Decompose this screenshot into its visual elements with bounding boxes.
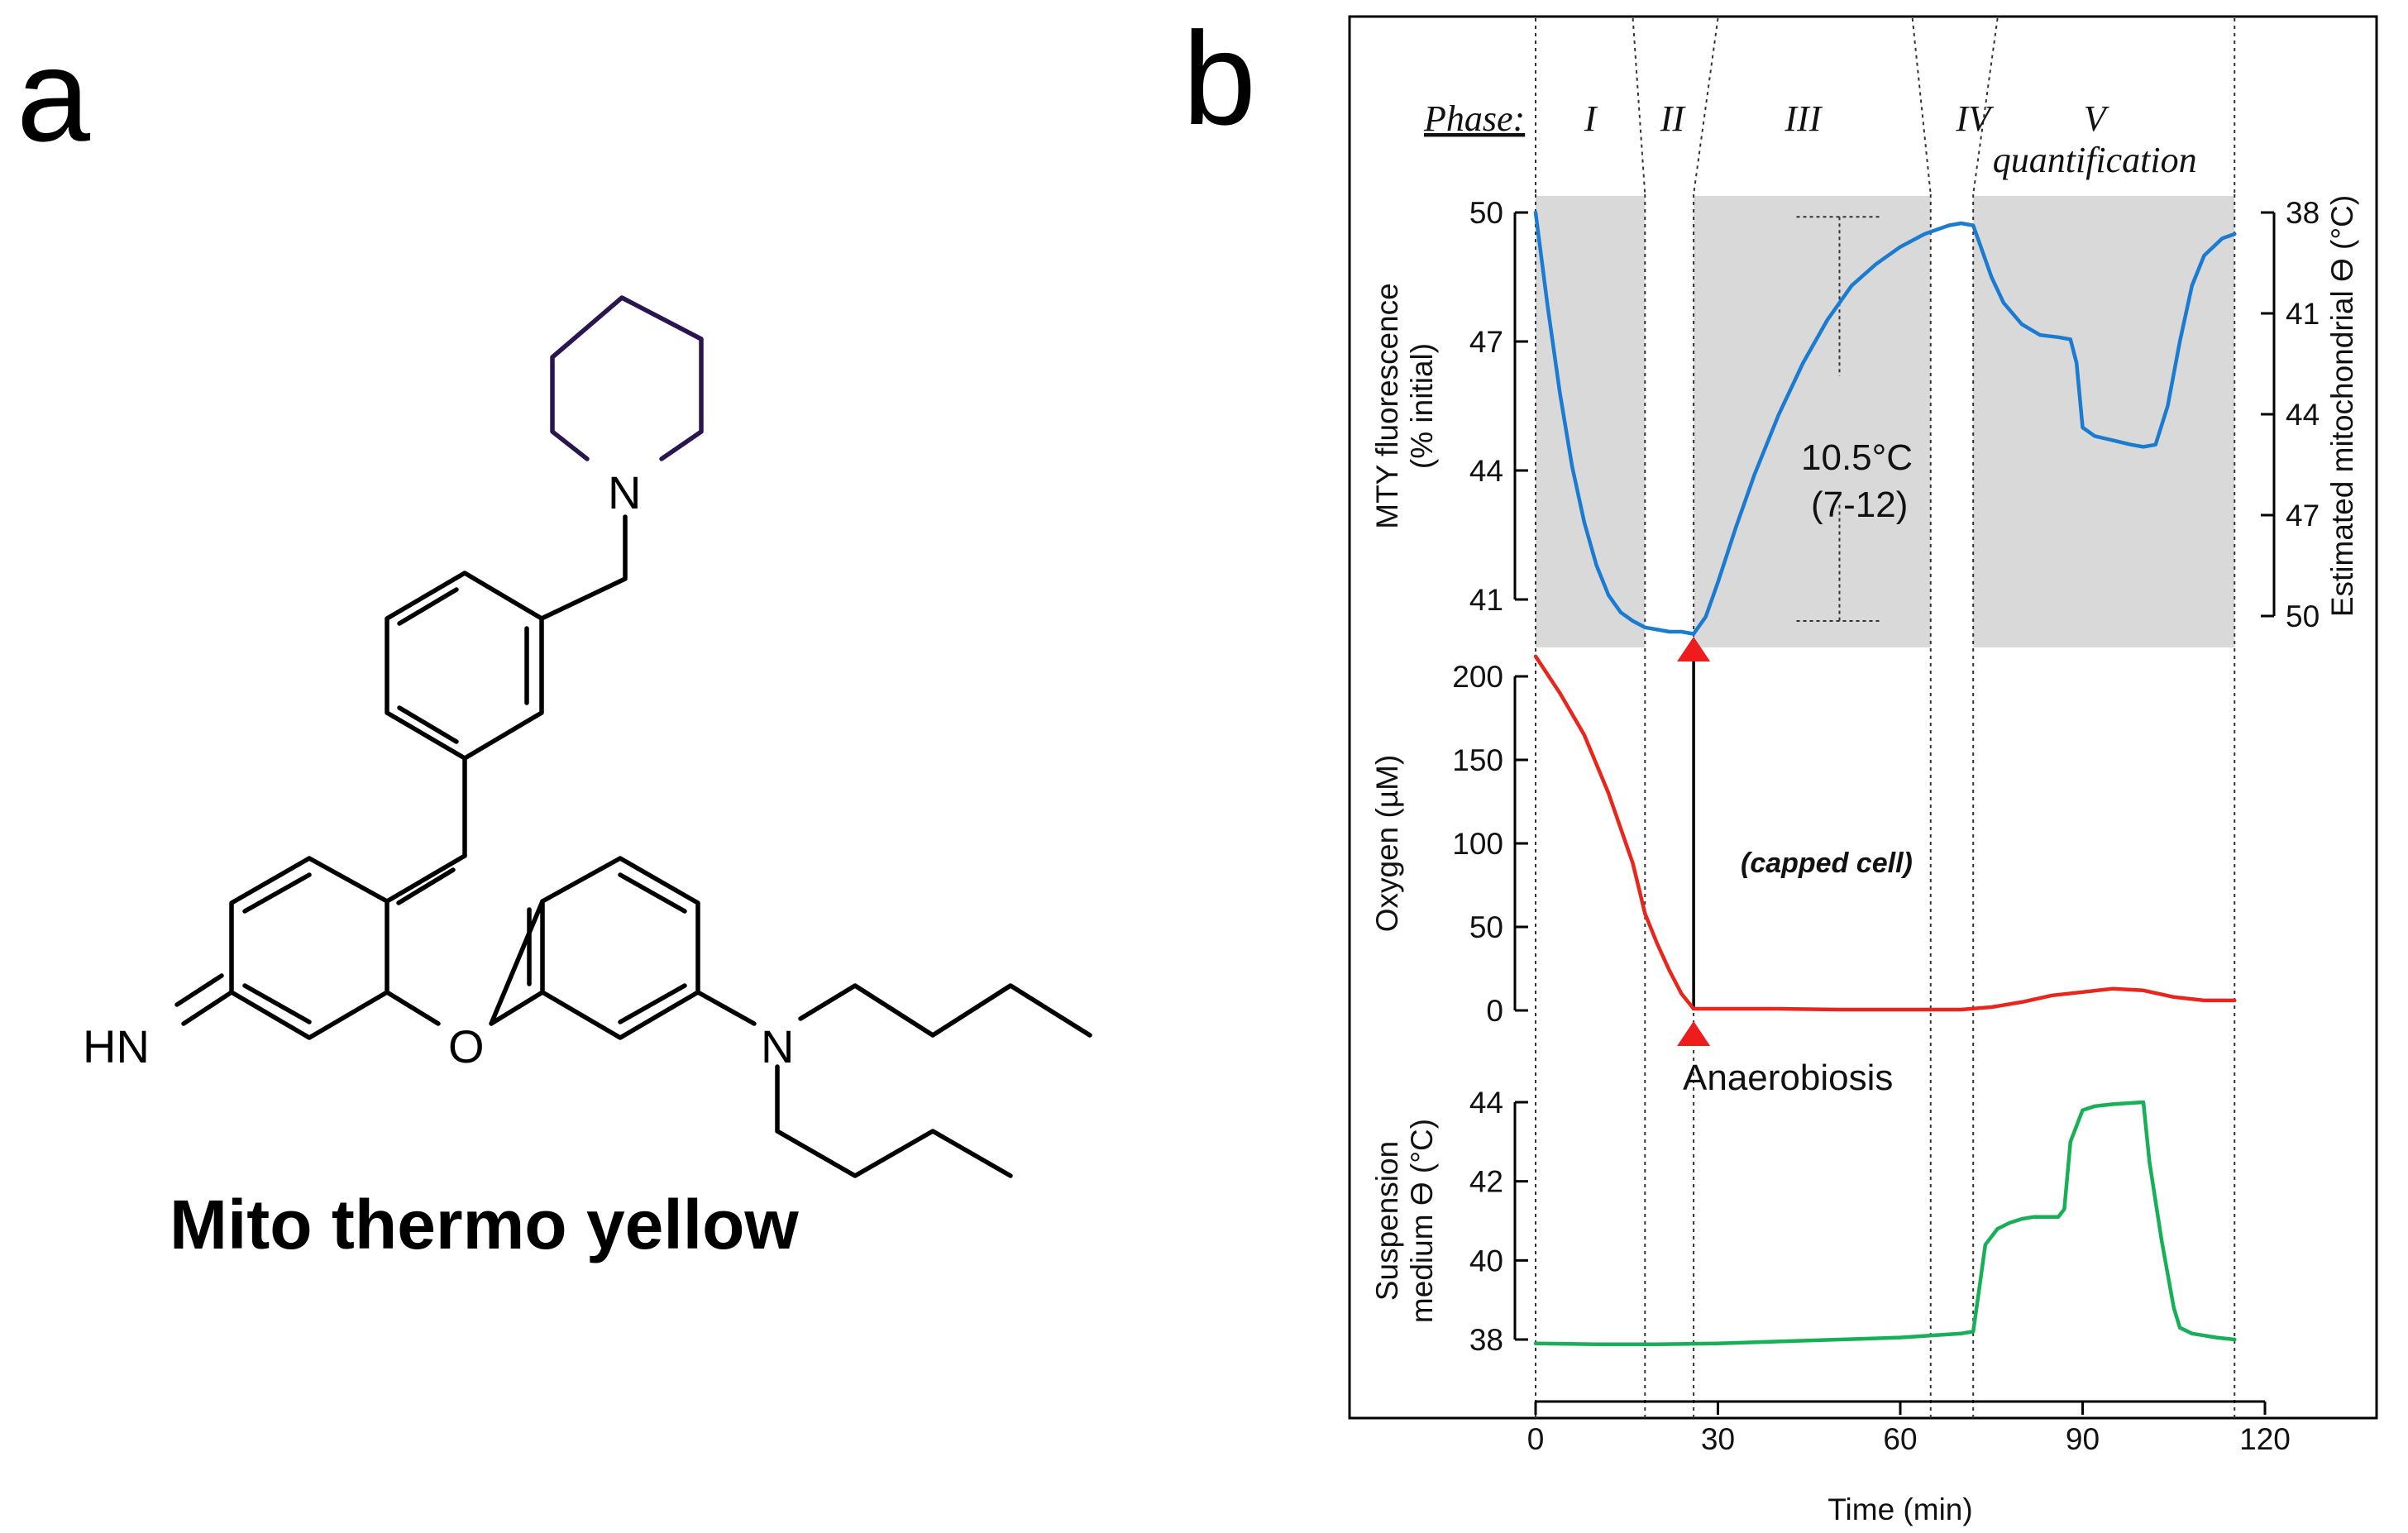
suspension-ylabel: medium ϴ (°C) xyxy=(1405,1119,1439,1323)
imine-bond xyxy=(174,973,234,1026)
panel-b-letter: b xyxy=(1182,4,1256,152)
anaerobiosis-label: Anaerobiosis xyxy=(1683,1058,1893,1098)
x-tick-label: 120 xyxy=(2239,1422,2291,1456)
x-axis-label: Time (min) xyxy=(1828,1492,1972,1526)
mito-thermo-yellow-structure xyxy=(174,295,1092,1178)
butyl-chain-lower xyxy=(775,1064,1013,1178)
delta-temperature-label: 10.5°C xyxy=(1801,437,1913,478)
piperidine-ring xyxy=(550,295,704,461)
suspension-tick-label: 40 xyxy=(1469,1244,1503,1278)
x-tick-label: 0 xyxy=(1527,1422,1545,1456)
fluorescence-tick-label: 44 xyxy=(1469,454,1503,488)
fluorescence-ylabel: (% initial) xyxy=(1405,343,1439,469)
compound-name: Mito thermo yellow xyxy=(170,1186,799,1263)
axis-labels: 50 47 44 41 MTY fluorescence (% initial) 38 41 4… xyxy=(1370,195,2359,1526)
phase-label: Phase: xyxy=(1423,98,1525,139)
butyl-chain-upper xyxy=(798,983,1092,1038)
fluorescence-ylabel: MTY fluorescence xyxy=(1370,283,1404,529)
phase-slant-1 xyxy=(1632,17,1646,195)
anaerobiosis-marker-top xyxy=(1677,637,1711,661)
data-series xyxy=(1533,210,2237,1346)
atom-n-amine: N xyxy=(761,1020,794,1072)
xanthene-center xyxy=(385,853,545,1026)
phase-name-3: IV xyxy=(1955,98,1995,139)
x-tick-label: 60 xyxy=(1883,1422,1917,1456)
shaded-phase-2 xyxy=(1973,196,2235,647)
xanthene-left xyxy=(229,856,389,1040)
chart-frame xyxy=(1348,15,2378,1420)
right-tick-label: 41 xyxy=(2286,297,2320,331)
phase-sub-4: quantification xyxy=(1993,140,2197,180)
anaerobiosis-markers xyxy=(1677,637,1711,1046)
capped-cell-label: (capped cell) xyxy=(1741,848,1913,879)
x-tick-label: 90 xyxy=(2066,1422,2100,1456)
phase-name-1: II xyxy=(1660,98,1687,139)
suspension-tick-label: 38 xyxy=(1469,1323,1503,1357)
shaded-phase-0 xyxy=(1536,196,1646,647)
delta-temperature-range: (7-12) xyxy=(1811,485,1908,525)
atom-oxygen: O xyxy=(448,1020,485,1072)
fluorescence-tick-label: 50 xyxy=(1469,196,1503,230)
shaded-regions xyxy=(1536,196,2235,647)
phase-name-4: V xyxy=(2084,98,2110,139)
anaerobiosis-marker-bottom xyxy=(1677,1021,1711,1046)
suspension-tick-label: 42 xyxy=(1469,1165,1503,1199)
xanthene-right-double xyxy=(527,872,687,1024)
oxygen-ylabel: Oxygen (µM) xyxy=(1370,755,1404,933)
suspension-series-line xyxy=(1533,1100,2237,1346)
right-axis-label: Estimated mitochondrial ϴ (°C) xyxy=(2325,195,2359,617)
oxygen-tick-label: 200 xyxy=(1452,660,1503,694)
axes xyxy=(1513,211,2276,1415)
atom-n-piperidine: N xyxy=(608,466,641,518)
benzene-ring xyxy=(385,571,544,761)
phase-boundary-lines xyxy=(1535,17,2236,1418)
oxygen-tick-label: 150 xyxy=(1452,743,1503,777)
right-tick-label: 47 xyxy=(2286,499,2320,532)
suspension-ylabel: Suspension xyxy=(1370,1141,1404,1301)
fluorescence-tick-label: 41 xyxy=(1469,583,1503,617)
fluorescence-tick-label: 47 xyxy=(1469,325,1503,359)
panel-a-letter: a xyxy=(17,21,90,169)
amine-bond xyxy=(695,990,757,1026)
oxygen-tick-label: 50 xyxy=(1469,910,1503,944)
phase-slant-3 xyxy=(1911,17,1932,195)
fluorescence-series-line xyxy=(1533,210,2237,636)
phase-slant-2 xyxy=(1693,17,1719,195)
right-tick-label: 38 xyxy=(2286,196,2320,230)
atom-imine-hn: HN xyxy=(83,1020,150,1072)
oxygen-tick-label: 0 xyxy=(1486,994,1503,1028)
right-tick-label: 50 xyxy=(2286,599,2320,633)
right-tick-label: 44 xyxy=(2286,398,2320,432)
oxygen-tick-label: 100 xyxy=(1452,827,1503,861)
benzyl-linker xyxy=(539,514,628,621)
xanthene-center-double xyxy=(396,867,456,905)
oxygen-series-line xyxy=(1533,654,2237,1012)
xanthene-right xyxy=(540,856,700,1040)
shaded-phase-1 xyxy=(1694,196,1931,647)
phase-name-2: III xyxy=(1784,98,1823,139)
suspension-tick-label: 44 xyxy=(1469,1086,1503,1120)
benzene-inner-bonds xyxy=(397,587,529,744)
x-tick-label: 30 xyxy=(1701,1422,1735,1456)
xanthene-left-double xyxy=(242,872,312,1024)
phase-name-0: I xyxy=(1584,98,1598,139)
